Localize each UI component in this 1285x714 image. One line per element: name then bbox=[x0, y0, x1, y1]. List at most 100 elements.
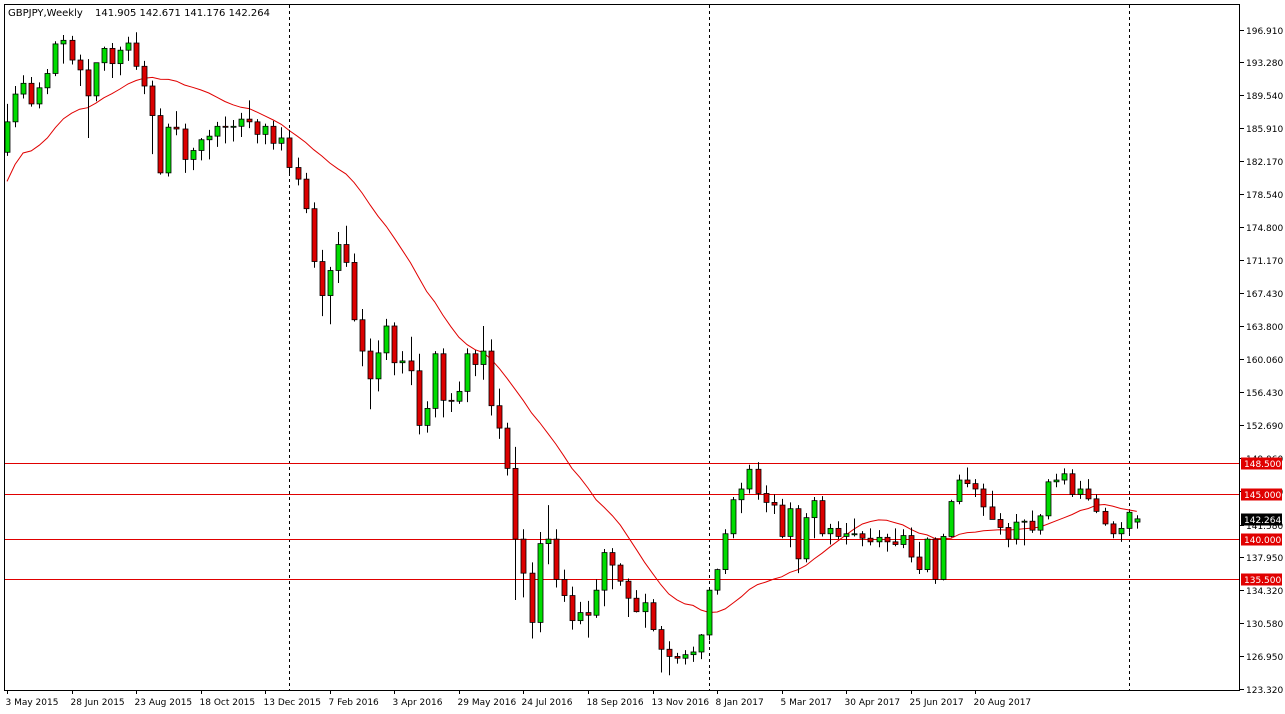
candle[interactable] bbox=[408, 336, 415, 386]
candle[interactable] bbox=[391, 322, 398, 376]
candle[interactable] bbox=[12, 86, 19, 128]
candle[interactable] bbox=[698, 634, 705, 660]
candle[interactable] bbox=[948, 499, 955, 538]
candle[interactable] bbox=[262, 123, 269, 145]
candle[interactable] bbox=[1118, 522, 1125, 542]
candle[interactable] bbox=[133, 32, 140, 70]
candle[interactable] bbox=[811, 497, 818, 539]
candle[interactable] bbox=[706, 587, 713, 641]
candle[interactable] bbox=[254, 119, 261, 144]
candle[interactable] bbox=[335, 231, 342, 284]
candle[interactable] bbox=[1102, 507, 1109, 526]
candle[interactable] bbox=[625, 578, 632, 618]
candle[interactable] bbox=[1110, 521, 1117, 539]
candle[interactable] bbox=[682, 650, 689, 665]
candle[interactable] bbox=[900, 529, 907, 549]
candle[interactable] bbox=[109, 43, 116, 78]
candle[interactable] bbox=[867, 528, 874, 546]
candle[interactable] bbox=[173, 111, 180, 136]
candle[interactable] bbox=[367, 338, 374, 410]
candle[interactable] bbox=[44, 68, 51, 95]
candle[interactable] bbox=[165, 123, 172, 177]
candle[interactable] bbox=[496, 388, 503, 439]
candle[interactable] bbox=[1077, 480, 1084, 499]
candle[interactable] bbox=[504, 422, 511, 476]
candle[interactable] bbox=[803, 513, 810, 563]
candle[interactable] bbox=[448, 393, 455, 412]
candle[interactable] bbox=[537, 531, 544, 633]
candle[interactable] bbox=[246, 100, 253, 129]
candle[interactable] bbox=[52, 41, 59, 77]
candle[interactable] bbox=[956, 474, 963, 505]
candle[interactable] bbox=[843, 523, 850, 545]
candle[interactable] bbox=[746, 464, 753, 494]
candle[interactable] bbox=[488, 339, 495, 416]
candle[interactable] bbox=[206, 129, 213, 160]
candle[interactable] bbox=[424, 401, 431, 433]
candle[interactable] bbox=[416, 353, 423, 435]
candle[interactable] bbox=[295, 157, 302, 186]
candle[interactable] bbox=[149, 80, 156, 155]
candle[interactable] bbox=[101, 46, 108, 71]
candle[interactable] bbox=[319, 249, 326, 317]
candle[interactable] bbox=[1021, 519, 1028, 546]
candle[interactable] bbox=[77, 54, 84, 87]
candle[interactable] bbox=[859, 531, 866, 547]
candle[interactable] bbox=[972, 479, 979, 498]
candle[interactable] bbox=[157, 108, 164, 175]
candle[interactable] bbox=[93, 62, 100, 102]
candle[interactable] bbox=[795, 505, 802, 574]
candle[interactable] bbox=[36, 82, 43, 109]
candle[interactable] bbox=[819, 496, 826, 537]
candle[interactable] bbox=[480, 326, 487, 380]
candles-layer[interactable] bbox=[4, 32, 1141, 676]
candle[interactable] bbox=[755, 462, 762, 500]
candle[interactable] bbox=[609, 548, 616, 590]
candle[interactable] bbox=[399, 351, 406, 374]
candle[interactable] bbox=[730, 497, 737, 539]
candle[interactable] bbox=[1093, 494, 1100, 514]
candle[interactable] bbox=[222, 116, 229, 144]
candle[interactable] bbox=[60, 34, 67, 64]
candle[interactable] bbox=[520, 529, 527, 598]
candle[interactable] bbox=[714, 568, 721, 595]
candle[interactable] bbox=[835, 521, 842, 540]
candle[interactable] bbox=[1061, 468, 1068, 485]
candle[interactable] bbox=[182, 123, 189, 173]
candle[interactable] bbox=[327, 266, 334, 325]
candle[interactable] bbox=[343, 225, 350, 267]
candle[interactable] bbox=[286, 129, 293, 174]
candle[interactable] bbox=[28, 77, 35, 107]
candle[interactable] bbox=[908, 527, 915, 563]
candle[interactable] bbox=[989, 490, 996, 520]
candle[interactable] bbox=[1053, 473, 1060, 488]
candle[interactable] bbox=[1029, 510, 1036, 533]
candle[interactable] bbox=[351, 253, 358, 322]
candle[interactable] bbox=[916, 541, 923, 575]
candle[interactable] bbox=[722, 529, 729, 575]
candle[interactable] bbox=[851, 518, 858, 537]
candle[interactable] bbox=[472, 350, 479, 377]
candle[interactable] bbox=[577, 601, 584, 625]
candle[interactable] bbox=[214, 121, 221, 147]
candle[interactable] bbox=[464, 348, 471, 403]
candle[interactable] bbox=[779, 498, 786, 539]
candle[interactable] bbox=[383, 318, 390, 361]
candle[interactable] bbox=[303, 172, 310, 214]
candle[interactable] bbox=[876, 530, 883, 548]
candle[interactable] bbox=[1013, 514, 1020, 545]
candle[interactable] bbox=[771, 494, 778, 515]
candle[interactable] bbox=[278, 127, 285, 151]
candle[interactable] bbox=[270, 120, 277, 150]
candle[interactable] bbox=[1045, 479, 1052, 520]
candle[interactable] bbox=[311, 202, 318, 268]
candle[interactable] bbox=[924, 537, 931, 573]
candle[interactable] bbox=[190, 147, 197, 171]
candle[interactable] bbox=[1134, 515, 1141, 529]
candle[interactable] bbox=[1085, 479, 1092, 501]
candle[interactable] bbox=[238, 112, 245, 138]
candle[interactable] bbox=[997, 513, 1004, 535]
candle[interactable] bbox=[601, 548, 608, 607]
candle[interactable] bbox=[585, 600, 592, 638]
